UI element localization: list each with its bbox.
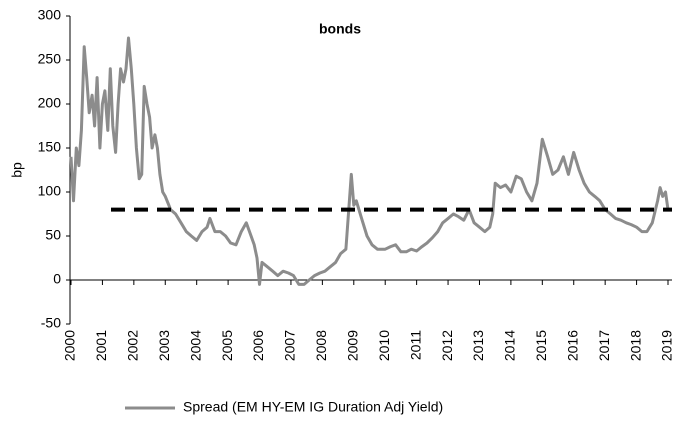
x-tick-label: 2000 [62,330,78,361]
x-tick-label: 2010 [376,330,392,361]
series-line [69,36,670,286]
x-tick-label: 2017 [596,330,612,361]
y-axis-label: bp [9,162,25,178]
chart-title: bonds [319,21,361,37]
x-tick-label: 2012 [439,330,455,361]
x-tick-label: 2003 [156,330,172,361]
y-tick-label: 0 [53,271,61,287]
x-tick-label: 2014 [502,330,518,361]
y-tick-label: -50 [41,315,61,331]
x-tick-label: 2013 [470,330,486,361]
y-tick-label: 200 [38,95,62,111]
y-tick-label: 150 [38,139,62,155]
y-tick-label: 50 [45,227,61,243]
x-tick-label: 2009 [344,330,360,361]
y-tick-label: 250 [38,51,62,67]
x-tick-label: 2004 [187,330,203,361]
x-tick-label: 2008 [313,330,329,361]
x-tick-label: 2002 [125,330,141,361]
x-tick-label: 2006 [250,330,266,361]
x-tick-label: 2018 [627,330,643,361]
x-tick-label: 2001 [93,330,109,361]
x-tick-label: 2005 [219,330,235,361]
x-tick-label: 2019 [659,330,675,361]
x-tick-label: 2015 [533,330,549,361]
y-tick-label: 300 [38,7,62,23]
x-tick-label: 2016 [564,330,580,361]
x-tick-label: 2011 [407,330,423,360]
legend-label: Spread (EM HY-EM IG Duration Adj Yield) [183,399,443,415]
y-tick-label: 100 [38,183,62,199]
x-tick-label: 2007 [282,330,298,361]
